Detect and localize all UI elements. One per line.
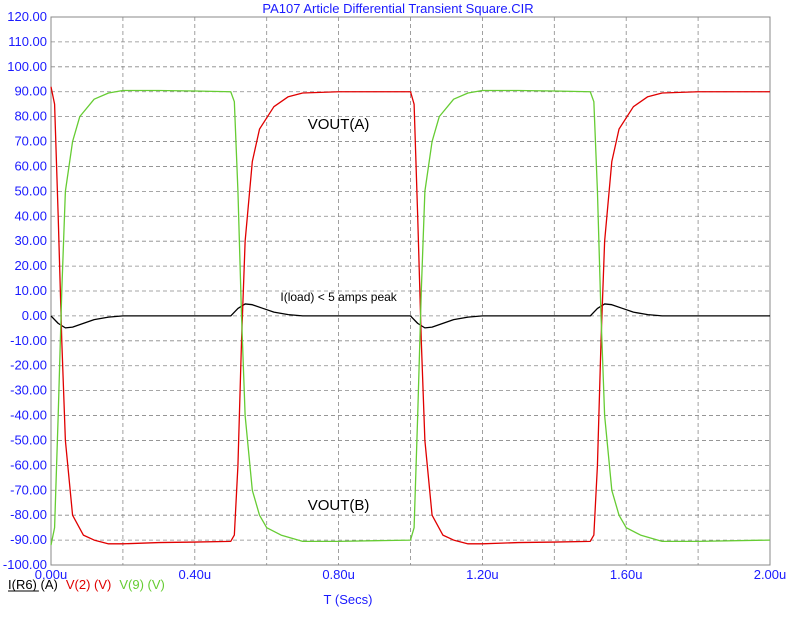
y-tick-label: 70.00	[14, 134, 47, 149]
y-tick-label: 20.00	[14, 258, 47, 273]
annotation-label: I(load) < 5 amps peak	[280, 290, 397, 304]
x-tick-label: 0.80u	[322, 567, 355, 582]
x-tick-label: 0.00u	[35, 567, 68, 582]
grid	[51, 17, 770, 565]
y-tick-label: -40.00	[10, 408, 47, 423]
y-tick-label: 90.00	[14, 84, 47, 99]
y-tick-label: 40.00	[14, 208, 47, 223]
y-tick-label: -50.00	[10, 432, 47, 447]
y-tick-label: 100.00	[7, 59, 47, 74]
y-axis-tick-labels: 120.00 110.00 100.00 90.00 80.00 70.00 60.00 50…	[3, 9, 47, 572]
y-tick-label: 10.00	[14, 283, 47, 298]
y-tick-label: 80.00	[14, 109, 47, 124]
y-tick-label: 60.00	[14, 158, 47, 173]
y-tick-label: -30.00	[10, 383, 47, 398]
x-tick-label: 1.20u	[466, 567, 499, 582]
y-tick-label: -70.00	[10, 482, 47, 497]
annotation-label: VOUT(B)	[308, 497, 370, 514]
y-tick-label: 110.00	[8, 34, 47, 49]
y-tick-label: -90.00	[10, 532, 47, 547]
y-tick-label: 30.00	[14, 233, 47, 248]
series-line-0	[50, 303, 770, 329]
legend-item-1[interactable]: V(2) (V)	[66, 577, 112, 592]
y-tick-label: 50.00	[14, 183, 47, 198]
chart-title: PA107 Article Differential Transient Squ…	[262, 1, 533, 16]
y-tick-label: -20.00	[10, 358, 47, 373]
series-line-1	[50, 86, 770, 545]
legend[interactable]: I(R6) (A) V(2) (V) V(9) (V)	[8, 577, 165, 592]
legend-item-2[interactable]: V(9) (V)	[119, 577, 165, 592]
y-tick-label: -60.00	[10, 457, 47, 472]
y-tick-label: -80.00	[10, 507, 47, 522]
x-tick-label: 1.60u	[610, 567, 643, 582]
y-tick-label: -10.00	[10, 333, 47, 348]
y-tick-label: -100.00	[3, 557, 47, 572]
y-tick-label: 0.00	[22, 308, 47, 323]
series-line-2	[50, 89, 771, 546]
annotations: VOUT(A) I(load) < 5 amps peak VOUT(B)	[280, 116, 397, 514]
y-tick-label: 120.00	[7, 9, 47, 24]
x-tick-label: 0.40u	[179, 567, 212, 582]
annotation-label: VOUT(A)	[308, 116, 370, 133]
x-axis-label: T (Secs)	[324, 592, 373, 607]
x-axis-tick-labels: 0.00u 0.40u 0.80u 1.20u 1.60u 2.00u	[35, 567, 787, 582]
x-tick-label: 2.00u	[754, 567, 787, 582]
legend-item-0[interactable]: I(R6) (A)	[8, 577, 58, 592]
series-lines	[50, 86, 771, 546]
